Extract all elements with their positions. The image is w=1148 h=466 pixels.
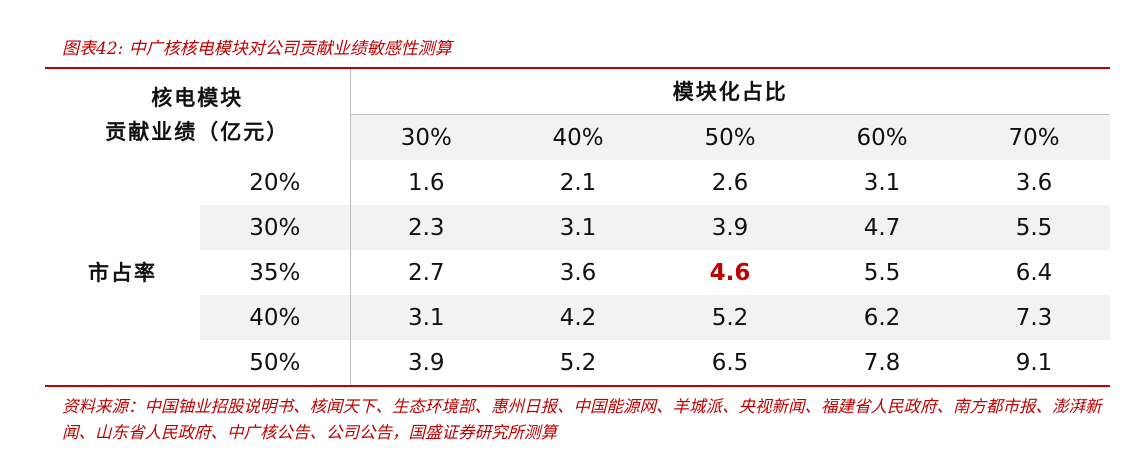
value-cell: 4.2 (502, 295, 654, 340)
column-header: 60% (806, 114, 958, 160)
value-cell: 3.9 (407, 349, 445, 376)
value-cell: 9.1 (1015, 349, 1053, 376)
value-cell: 3.1 (863, 169, 901, 196)
value-cell: 2.6 (711, 169, 749, 196)
corner-line: 贡献业绩（亿元） (105, 119, 290, 144)
value-cell: 4.6 (709, 259, 751, 286)
value-cell: 6.4 (1015, 259, 1053, 286)
sensitivity-table: 核电模块 贡献业绩（亿元） 模块化占比 30% 40% 50% 60% 70% 市占率 20… (45, 67, 1110, 387)
row-group-header: 市占率 (88, 260, 157, 285)
corner-line: 核电模块 (151, 85, 244, 110)
table-row: 50% 3.9 5.2 6.5 7.8 9.1 (45, 340, 1110, 386)
row-header: 40% (200, 295, 351, 340)
value-cell: 5.5 (863, 259, 901, 286)
column-header: 40% (502, 114, 654, 160)
value-cell: 7.3 (958, 295, 1110, 340)
column-header: 50% (654, 114, 806, 160)
value-cell: 2.3 (350, 205, 502, 250)
corner-header: 核电模块贡献业绩（亿元） (45, 68, 351, 160)
column-header: 30% (350, 114, 502, 160)
value-cell: 1.6 (407, 169, 445, 196)
value-cell: 3.1 (502, 205, 654, 250)
value-cell: 3.9 (654, 205, 806, 250)
value-cell: 2.1 (559, 169, 597, 196)
value-cell: 2.7 (407, 259, 445, 286)
value-cell: 3.6 (559, 259, 597, 286)
figure-title: 图表42: 中广核核电模块对公司贡献业绩敏感性测算 (62, 39, 452, 59)
row-header: 30% (200, 205, 351, 250)
column-header: 70% (958, 114, 1110, 160)
row-header: 20% (200, 160, 351, 205)
table-row: 30% 2.3 3.1 3.9 4.7 5.5 (45, 205, 1110, 250)
value-cell: 5.2 (559, 349, 597, 376)
table-row: 40% 3.1 4.2 5.2 6.2 7.3 (45, 295, 1110, 340)
table-row: 35% 2.7 3.6 4.6 5.5 6.4 (45, 250, 1110, 295)
source-note: 资料来源：中国铀业招股说明书、核闻天下、生态环境部、惠州日报、中国能源网、羊城派… (62, 397, 1102, 442)
row-header: 50% (200, 340, 351, 386)
value-cell: 6.5 (711, 349, 749, 376)
value-cell: 3.6 (1015, 169, 1053, 196)
value-cell: 5.5 (958, 205, 1110, 250)
value-cell: 3.1 (350, 295, 502, 340)
value-cell: 5.2 (654, 295, 806, 340)
table-row: 市占率 20% 1.6 2.1 2.6 3.1 3.6 (45, 160, 1110, 285)
column-group-header: 模块化占比 (350, 68, 1110, 115)
value-cell: 7.8 (863, 349, 901, 376)
row-header: 35% (200, 250, 351, 295)
value-cell: 6.2 (806, 295, 958, 340)
value-cell: 4.7 (806, 205, 958, 250)
